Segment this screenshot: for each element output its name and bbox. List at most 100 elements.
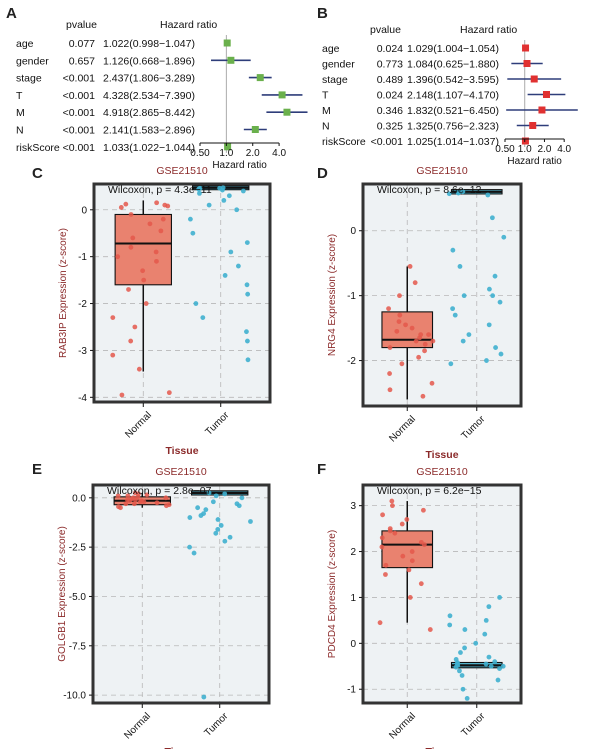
normal-data-point (166, 390, 172, 396)
hr-point (530, 75, 538, 83)
normal-data-point (399, 361, 405, 367)
tumor-data-point (495, 677, 501, 683)
wilcoxon-annotation: Wilcoxon, p = 8.6e−12 (377, 184, 482, 196)
x-tick-label: Tumor (459, 710, 487, 738)
normal-data-point (409, 558, 415, 564)
forest-plot-b: pvalue Hazard ratio age 0.024 1.029(1.004−1.… (322, 24, 578, 167)
tumor-data-point (187, 544, 192, 550)
y-tick-label: -5.0 (69, 592, 87, 603)
row-hazard-ratio: 1.084(0.625−1.880) (407, 59, 499, 71)
tumor-data-point (248, 519, 253, 524)
row-label: T (16, 90, 23, 102)
hr-point (283, 108, 291, 116)
tumor-data-point (244, 240, 250, 246)
normal-data-point (397, 312, 403, 318)
tumor-data-point (446, 191, 452, 197)
normal-data-point (400, 553, 406, 559)
row-hazard-ratio: 1.025(1.014−1.037) (407, 136, 499, 148)
tumor-data-point (450, 306, 456, 312)
panel-letter-f: F (317, 461, 326, 478)
normal-data-point (163, 503, 169, 509)
tumor-data-point (461, 293, 467, 299)
normal-data-point (115, 493, 121, 499)
normal-data-point (420, 507, 426, 513)
tumor-data-point (486, 604, 492, 610)
tumor-data-point (227, 534, 233, 540)
tumor-data-point (484, 358, 489, 363)
normal-data-point (389, 498, 395, 504)
row-hazard-ratio: 2.437(1.806−3.289) (103, 73, 195, 85)
tumor-data-point (492, 273, 498, 279)
normal-data-point (387, 387, 393, 393)
pvalue-header: pvalue (66, 19, 97, 31)
normal-data-point (422, 341, 428, 347)
tumor-data-point (493, 345, 498, 350)
tumor-data-point (483, 661, 489, 667)
tumor-data-point (498, 351, 504, 357)
normal-data-point (154, 500, 160, 506)
x-tick-label: 4.0 (557, 144, 571, 155)
tumor-data-point (500, 663, 506, 669)
x-tick-label: Tumor (203, 409, 231, 437)
normal-data-point (422, 348, 427, 354)
tumor-data-point (462, 645, 467, 651)
x-axis-title: Hazard ratio (212, 160, 267, 171)
row-pvalue: <0.001 (63, 107, 96, 119)
normal-data-point (390, 503, 395, 509)
normal-data-point (153, 249, 159, 255)
x-tick-label: Tumor (459, 413, 487, 441)
row-label: N (16, 125, 24, 137)
hr-point (227, 56, 235, 64)
row-pvalue: <0.001 (63, 90, 96, 102)
box-plot-d: Wilcoxon, p = 8.6e−12 GSE21510 0 -1 -2 Normal… (327, 165, 523, 461)
tumor-data-point (473, 640, 479, 646)
tumor-data-point (501, 234, 507, 240)
tumor-data-point (222, 273, 228, 278)
normal-data-point (430, 338, 436, 344)
normal-data-point (387, 528, 393, 534)
tumor-data-point (222, 538, 228, 544)
normal-data-point (130, 235, 136, 241)
x-tick-label: Normal (123, 410, 154, 441)
panel-letter-d: D (317, 165, 328, 182)
tumor-data-point (200, 315, 206, 321)
panel-letter-b: B (317, 5, 328, 22)
forest-plot-a: pvalue Hazard ratio age 0.077 1.022(0.998−1.… (16, 19, 308, 171)
row-pvalue: 0.346 (377, 105, 403, 117)
row-label: T (322, 90, 329, 102)
plot-background (93, 485, 269, 703)
tumor-data-point (486, 654, 492, 660)
tumor-data-point (226, 193, 232, 199)
normal-data-point (409, 549, 415, 554)
tumor-data-point (234, 207, 240, 213)
tumor-data-point (190, 230, 196, 236)
x-tick-label: 2.0 (538, 144, 552, 155)
hr-point (278, 91, 286, 99)
row-label: riskScore (322, 136, 366, 148)
panel-letter-c: C (32, 165, 43, 182)
normal-data-point (377, 620, 383, 626)
normal-data-point (386, 306, 391, 312)
x-tick-label: 4.0 (272, 148, 286, 159)
row-hazard-ratio: 1.029(1.004−1.054) (407, 43, 499, 55)
row-label: age (16, 38, 34, 50)
normal-data-point (427, 627, 433, 632)
normal-data-point (418, 581, 424, 587)
chart-title: GSE21510 (416, 466, 468, 478)
y-tick-label: -7.5 (69, 641, 87, 652)
normal-data-point (144, 492, 150, 498)
plot-background (363, 485, 521, 703)
y-axis-title: GOLGB1 Expression (z-score) (57, 526, 68, 662)
tumor-data-point (245, 291, 251, 297)
normal-data-point (118, 205, 124, 210)
tumor-data-point (210, 499, 216, 505)
tumor-data-point (195, 505, 201, 511)
normal-data-point (404, 517, 410, 522)
y-tick-label: -2.5 (69, 543, 87, 554)
plot-frame (91, 483, 271, 705)
row-pvalue: 0.657 (69, 55, 95, 67)
normal-data-point (128, 212, 134, 217)
normal-data-point (409, 325, 415, 331)
plot-frame (361, 483, 523, 705)
